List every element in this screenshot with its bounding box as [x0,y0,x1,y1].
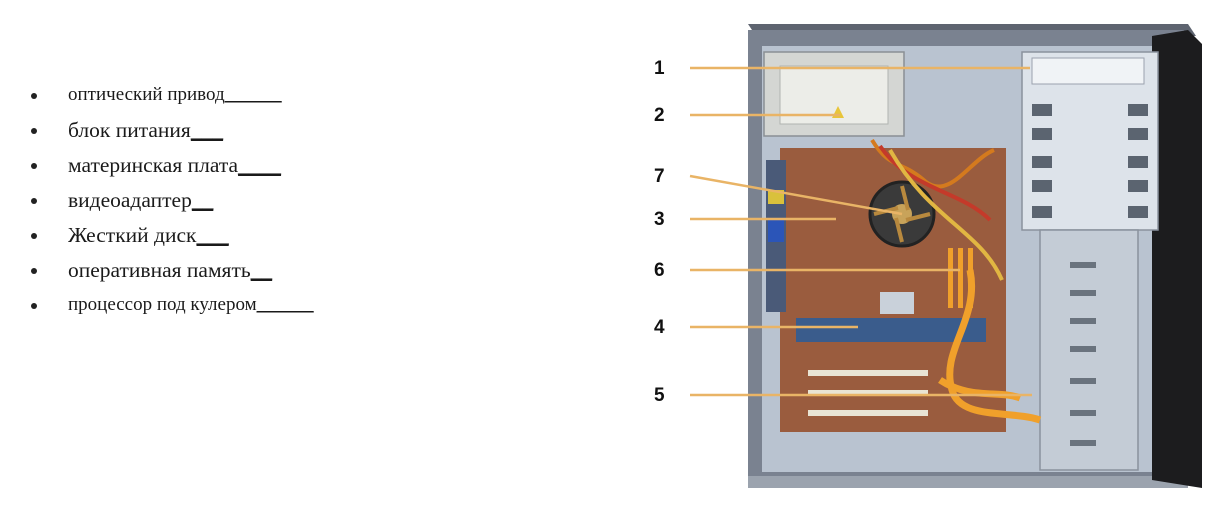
lower-bay-slots [1070,262,1096,446]
callout-number: 5 [654,385,665,406]
item-label: Жесткий диск [68,223,197,247]
item-label: процессор под кулером [68,294,257,315]
io-port-yellow [768,190,784,204]
power-supply [763,51,905,137]
power-cables [870,138,1004,281]
components-list: оптический привод______ блок питания___ … [28,80,314,325]
callout-number: 6 [654,260,665,281]
list-item-cpu-cooler: процессор под кулером______ [28,290,314,325]
callout-7: 7 [654,166,903,216]
callout-number: 1 [654,58,665,79]
callout-5: 5 [654,385,1032,406]
optical-drive-slot [1031,57,1145,85]
case-bottom-edge [748,476,1188,488]
list-item-motherboard: материнская плата____ [28,150,314,185]
pci-slots [808,370,928,416]
list-item-video-adapter: видеоадаптер__ [28,185,314,220]
callout-number: 4 [654,317,665,338]
item-label: видеоадаптер [68,188,192,212]
pc-case-figure: 1 2 7 3 6 4 5 [654,24,1202,488]
front-bezel [1152,30,1202,488]
callout-line [689,174,903,216]
answer-blank: __ [191,188,214,212]
list-item-ram: оперативная память__ [28,255,314,290]
fan-blades [873,185,931,243]
item-label: оперативная память [68,258,251,282]
answer-blank: ______ [224,84,282,105]
callout-4: 4 [654,317,858,338]
bay-slots-left [1032,104,1052,218]
list-item-optical-drive: оптический привод______ [28,80,314,115]
callout-number: 2 [654,105,665,126]
callout-number: 7 [654,166,665,187]
item-label: блок питания [68,118,191,142]
callouts: 1 2 7 3 6 4 5 [654,58,1032,406]
callout-1: 1 [654,58,1030,79]
answer-blank: ___ [196,223,229,247]
callout-2: 2 [654,105,840,126]
answer-blank: __ [250,258,273,282]
video-adapter [796,318,986,342]
callout-3: 3 [654,209,836,230]
chipset-heatsink [880,292,914,314]
item-label: оптический привод [68,84,225,105]
list-item-hard-disk: Жесткий диск___ [28,220,314,255]
bay-slots-right [1128,104,1148,218]
callout-6: 6 [654,260,960,281]
callout-number: 3 [654,209,665,230]
answer-blank: ___ [190,118,224,142]
list-item-power-supply: блок питания___ [28,115,314,150]
io-port-blue [768,220,784,242]
answer-blank: ____ [238,153,282,177]
drive-cage [1021,51,1159,471]
motherboard [766,138,1042,432]
item-label: материнская плата [68,153,239,177]
answer-blank: ______ [256,294,314,315]
